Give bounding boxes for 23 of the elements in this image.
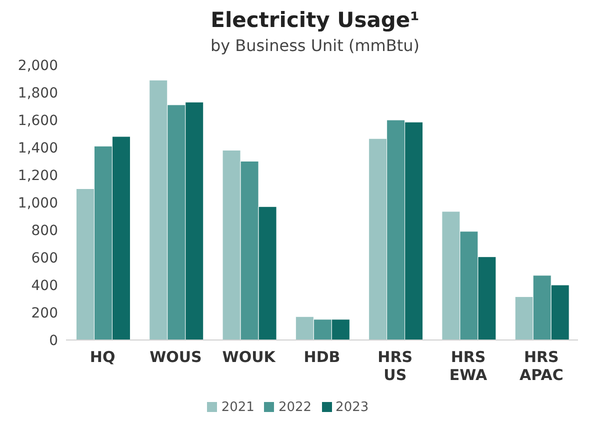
y-tick-label: 1,400 <box>18 140 58 156</box>
x-tick-label: HDB <box>304 348 340 366</box>
y-tick-label: 1,000 <box>18 195 58 212</box>
legend-label: 2022 <box>278 400 312 415</box>
x-tick-label: WOUS <box>150 348 202 366</box>
x-tick-label: HRS APAC <box>520 348 564 384</box>
y-tick-label: 0 <box>49 332 58 349</box>
chart-title: Electricity Usage¹ <box>210 8 420 32</box>
x-tick-label: WOUK <box>222 348 277 366</box>
x-tick-label: HRS US <box>378 348 413 384</box>
y-tick-label: 1,200 <box>18 168 58 184</box>
legend-label: 2021 <box>221 400 254 415</box>
y-tick-label: 2,000 <box>18 58 58 74</box>
y-tick-label: 1,800 <box>18 85 58 102</box>
y-tick-label: 800 <box>31 222 58 239</box>
legend-label: 2023 <box>336 400 369 415</box>
chart-subtitle: by Business Unit (mmBtu) <box>209 36 421 55</box>
y-tick-label: 1,600 <box>18 112 58 129</box>
y-tick-label: 400 <box>31 278 58 294</box>
y-tick-label: 200 <box>31 305 58 322</box>
x-tick-label: HQ <box>90 348 116 366</box>
y-tick-label: 600 <box>31 250 58 266</box>
x-tick-label: HRS EWA <box>449 348 488 384</box>
